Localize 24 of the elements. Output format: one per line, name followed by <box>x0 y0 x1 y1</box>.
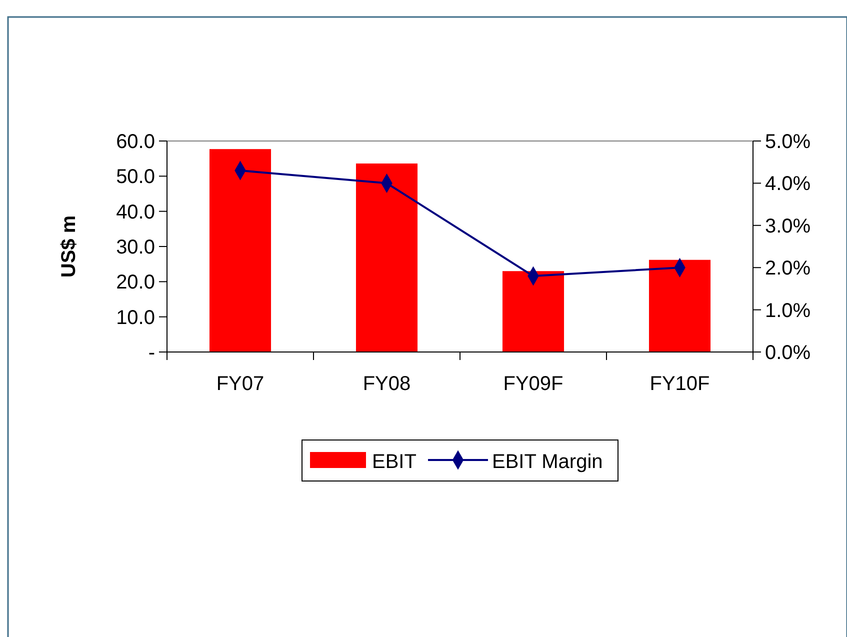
y2-tick-label: 4.0% <box>765 173 811 196</box>
y2-tick-label: 3.0% <box>765 215 811 238</box>
x-tick-label: FY09F <box>503 373 564 395</box>
y-tick-label: 60.0 <box>116 131 155 153</box>
y2-tick-label: 2.0% <box>765 258 811 280</box>
bar <box>356 164 418 352</box>
bar <box>502 271 564 352</box>
legend-label: EBIT Margin <box>492 451 603 473</box>
y-tick-label: 40.0 <box>116 201 155 224</box>
bar <box>648 260 711 352</box>
x-tick-label: FY10F <box>650 373 710 395</box>
y-tick-label: 30.0 <box>116 236 155 258</box>
y2-tick-label: 5.0% <box>765 131 811 153</box>
y-tick-label: 20.0 <box>116 272 155 294</box>
y2-tick-label: 1.0% <box>765 300 811 322</box>
y-tick-label: 50.0 <box>116 166 155 188</box>
x-tick-label: FY08 <box>362 373 411 395</box>
y-tick-label: - <box>148 342 155 364</box>
bar <box>209 149 272 352</box>
y2-tick-label: 0.0% <box>765 342 811 364</box>
legend-label: EBIT <box>372 451 416 473</box>
x-tick-label: FY07 <box>216 373 264 395</box>
y-tick-label: 10.0 <box>116 306 155 329</box>
y-axis-title: US$ m <box>58 215 80 278</box>
